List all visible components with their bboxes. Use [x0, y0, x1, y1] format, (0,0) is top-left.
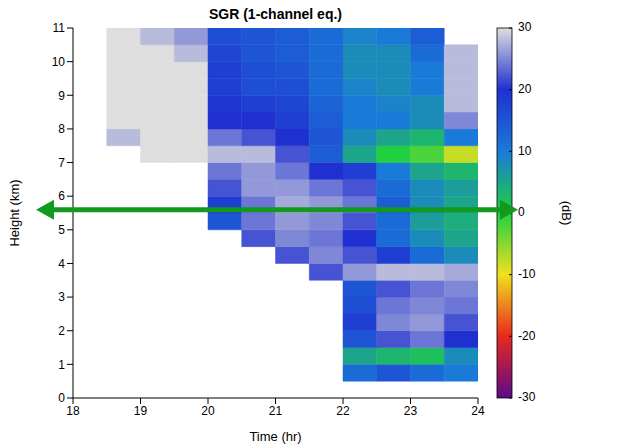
svg-text:10: 10 — [52, 55, 66, 69]
svg-text:-30: -30 — [518, 390, 536, 404]
svg-text:2: 2 — [58, 324, 65, 338]
svg-text:Time (hr): Time (hr) — [249, 429, 301, 444]
svg-text:10: 10 — [518, 144, 532, 158]
svg-text:20: 20 — [518, 82, 532, 96]
svg-text:8: 8 — [58, 122, 65, 136]
html-text:SGR (1-channel eq.): SGR (1-channel eq.) — [209, 6, 342, 22]
svg-text:7: 7 — [58, 156, 65, 170]
svg-text:0: 0 — [518, 205, 525, 219]
svg-text:18: 18 — [66, 404, 80, 418]
svg-text:-20: -20 — [518, 329, 536, 343]
svg-text:24: 24 — [471, 404, 485, 418]
svg-text:11: 11 — [53, 21, 66, 35]
svg-text:6: 6 — [58, 189, 65, 203]
svg-text:5: 5 — [58, 223, 65, 237]
svg-text:1: 1 — [58, 358, 65, 372]
svg-text:-10: -10 — [518, 267, 536, 281]
svg-text:19: 19 — [134, 404, 148, 418]
svg-text:30: 30 — [518, 20, 532, 34]
svg-text:(dB): (dB) — [559, 201, 574, 226]
svg-text:0: 0 — [58, 391, 65, 405]
svg-text:3: 3 — [58, 290, 65, 304]
svg-text:9: 9 — [58, 89, 65, 103]
svg-text:Height (km): Height (km) — [7, 179, 22, 246]
svg-text:21: 21 — [269, 404, 283, 418]
svg-text:20: 20 — [201, 404, 215, 418]
svg-text:23: 23 — [404, 404, 418, 418]
svg-text:22: 22 — [336, 404, 350, 418]
svg-text:4: 4 — [58, 257, 65, 271]
